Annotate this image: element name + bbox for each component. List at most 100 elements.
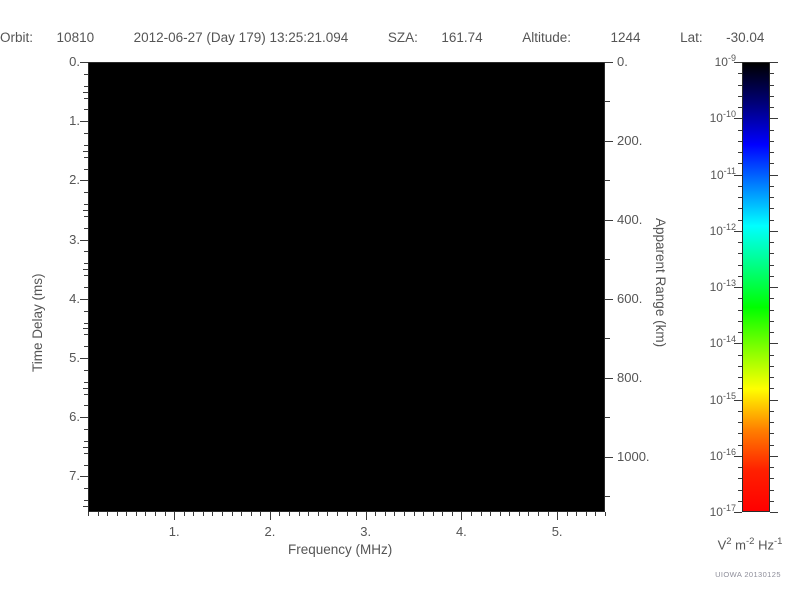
y-tick-small-left-20 xyxy=(84,298,88,300)
y-tick-small-left-21 xyxy=(84,310,88,312)
colorbar-tick-minor-r-3 xyxy=(770,95,774,97)
x-tick-minor-21 xyxy=(289,512,291,516)
y-tick-small-left-15 xyxy=(84,239,88,241)
colorbar-tick-minor-l-31 xyxy=(738,410,742,412)
y-tick-small-left-5 xyxy=(84,121,88,123)
x-tick-minor-33 xyxy=(403,512,405,516)
y-tick-small-left-0 xyxy=(84,62,88,63)
colorbar-tick-minor-r-11 xyxy=(770,185,774,187)
colorbar-tick-right-6 xyxy=(770,399,778,401)
x-tick-minor-34 xyxy=(413,512,415,516)
y-tick-minor-right-0 xyxy=(605,62,610,63)
colorbar-tick-minor-r-26 xyxy=(770,354,774,356)
x-tick-major-3 xyxy=(461,512,463,520)
x-tick-minor-53 xyxy=(595,512,597,516)
y-tick-minor-right-5 xyxy=(605,259,610,261)
y-tick-minor-right-6 xyxy=(605,298,610,300)
y-tick-label-right-3: 600. xyxy=(617,290,643,306)
y-tick-small-left-6 xyxy=(84,133,88,135)
y-tick-small-left-14 xyxy=(84,227,88,229)
colorbar-tick-left-4 xyxy=(734,287,742,288)
y-tick-label-right-5: 1000. xyxy=(617,448,650,464)
colorbar-tick-label-5: 10-14 xyxy=(709,334,736,351)
x-tick-major-2 xyxy=(365,512,367,520)
colorbar-tick-label-4: 10-13 xyxy=(709,278,736,294)
x-tick-minor-14 xyxy=(222,512,224,516)
colorbar-tick-label-2: 10-11 xyxy=(710,165,736,182)
x-tick-major-1 xyxy=(269,512,271,520)
y-tick-small-left-37 xyxy=(84,500,88,502)
x-tick-minor-37 xyxy=(442,512,444,516)
x-tick-minor-43 xyxy=(499,512,501,516)
x-tick-minor-26 xyxy=(336,512,338,516)
x-tick-minor-7 xyxy=(155,512,157,516)
colorbar-tick-left-6 xyxy=(734,399,742,401)
orbit-value: 10810 xyxy=(56,30,95,45)
x-tick-minor-0 xyxy=(88,512,89,516)
spectrogram-panel xyxy=(88,62,605,512)
x-tick-minor-31 xyxy=(384,512,386,516)
x-tick-minor-22 xyxy=(298,512,300,516)
colorbar-tick-minor-r-1 xyxy=(770,73,774,75)
x-tick-minor-10 xyxy=(183,512,185,516)
y-tick-small-left-31 xyxy=(84,429,88,431)
figure-header: Orbit: 10810 2012-06-27 (Day 179) 13:25:… xyxy=(0,30,800,48)
orbit-label: Orbit: xyxy=(0,30,34,45)
units-m-exp: -2 xyxy=(746,536,755,547)
units-hz: Hz xyxy=(758,537,774,553)
x-tick-minor-45 xyxy=(518,512,520,516)
colorbar-tick-left-0 xyxy=(734,62,742,63)
x-tick-minor-52 xyxy=(585,512,587,516)
colorbar-tick-minor-r-2 xyxy=(770,84,774,86)
colorbar-tick-minor-l-33 xyxy=(738,433,742,435)
y-tick-small-left-33 xyxy=(84,452,88,454)
y-tick-label-left-4: 4. xyxy=(69,290,80,306)
x-axis-title: Frequency (MHz) xyxy=(288,542,393,557)
colorbar-tick-minor-l-29 xyxy=(738,388,742,390)
x-tick-minor-40 xyxy=(470,512,472,516)
colorbar-units: V2 m-2 Hz-1 xyxy=(700,536,800,552)
y-tick-small-left-23 xyxy=(84,334,88,336)
y-tick-small-left-18 xyxy=(84,275,88,277)
colorbar-tick-minor-r-36 xyxy=(770,467,774,468)
colorbar-tick-minor-r-9 xyxy=(770,163,774,165)
colorbar-tick-minor-r-23 xyxy=(770,320,774,322)
y-tick-label-right-0: 0. xyxy=(617,54,628,69)
y-tick-small-left-30 xyxy=(84,417,88,419)
y-tick-label-right-2: 400. xyxy=(617,211,643,227)
colorbar-tick-minor-l-37 xyxy=(738,478,742,480)
x-tick-minor-28 xyxy=(356,512,358,516)
x-tick-minor-5 xyxy=(135,512,137,516)
colorbar-tick-minor-r-34 xyxy=(770,444,774,446)
credit-watermark: UIOWA 20130125 xyxy=(715,570,781,579)
colorbar-tick-minor-r-24 xyxy=(770,332,774,333)
lat-label: Lat: xyxy=(680,30,703,45)
x-tick-label-2: 3. xyxy=(360,524,372,539)
colorbar-tick-minor-l-7 xyxy=(738,140,742,142)
sza-value: 161.74 xyxy=(441,30,483,45)
x-tick-minor-8 xyxy=(164,512,166,516)
x-tick-minor-48 xyxy=(547,512,549,516)
x-tick-label-4: 5. xyxy=(551,524,563,539)
colorbar-tick-minor-r-21 xyxy=(770,298,774,300)
x-tick-minor-17 xyxy=(250,512,252,516)
colorbar-tick-left-5 xyxy=(734,343,742,345)
colorbar-tick-minor-r-29 xyxy=(770,388,774,390)
y-tick-minor-right-11 xyxy=(605,496,610,498)
x-tick-label-3: 4. xyxy=(455,524,467,539)
colorbar-tick-minor-l-24 xyxy=(738,332,742,333)
y-tick-label-left-5: 5. xyxy=(69,350,80,366)
x-tick-minor-25 xyxy=(327,512,329,516)
y-tick-minor-right-8 xyxy=(605,377,610,379)
y-tick-small-left-1 xyxy=(84,73,88,75)
lat-value: -30.04 xyxy=(726,30,765,45)
colorbar-tick-minor-r-28 xyxy=(770,377,774,378)
colorbar-tick-minor-l-21 xyxy=(738,298,742,300)
colorbar-tick-minor-l-32 xyxy=(738,422,742,423)
colorbar-tick-minor-r-8 xyxy=(770,152,774,153)
colorbar-tick-right-0 xyxy=(770,62,778,63)
colorbar-tick-minor-l-2 xyxy=(738,84,742,86)
x-tick-minor-41 xyxy=(480,512,482,516)
colorbar-tick-minor-r-6 xyxy=(770,129,774,131)
